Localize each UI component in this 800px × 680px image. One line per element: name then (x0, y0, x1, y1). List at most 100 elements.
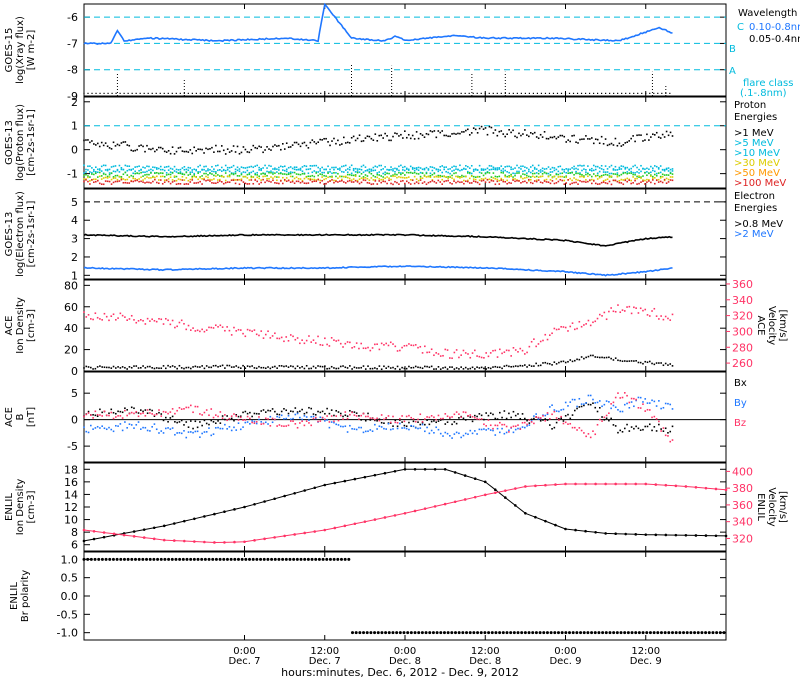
data-point (659, 177, 662, 179)
data-point (539, 133, 542, 136)
data-point (124, 366, 126, 369)
data-point (549, 363, 551, 365)
data-point (415, 178, 418, 180)
data-point (164, 411, 167, 413)
data-point (488, 169, 491, 171)
data-point (428, 631, 432, 635)
data-point (594, 182, 597, 185)
data-point (554, 523, 557, 527)
data-point (137, 415, 140, 418)
data-point (623, 310, 626, 312)
data-point (132, 535, 136, 538)
data-point (483, 480, 487, 484)
data-point (531, 164, 534, 167)
data-point (421, 134, 424, 137)
data-point (528, 424, 531, 426)
data-point (427, 168, 430, 170)
data-point (413, 182, 416, 185)
data-point (651, 310, 653, 312)
data-point (577, 168, 579, 171)
data-point (230, 415, 233, 417)
data-point (305, 420, 308, 423)
data-point (404, 182, 406, 185)
legend-entry: >50 MeV (734, 168, 780, 179)
data-point (467, 353, 469, 355)
data-point (535, 362, 537, 365)
data-point (108, 426, 110, 429)
data-point (348, 173, 351, 176)
data-point (594, 138, 597, 141)
data-point (348, 179, 351, 182)
data-point (122, 533, 126, 537)
data-point (459, 177, 461, 179)
data-point (555, 410, 558, 412)
data-point (258, 183, 260, 185)
data-point (246, 183, 249, 185)
data-point (312, 415, 315, 418)
data-point (569, 401, 572, 403)
y-tick-label: 80 (64, 279, 78, 292)
data-point (110, 411, 113, 414)
data-point (299, 169, 302, 171)
data-point (337, 339, 340, 342)
data-point (506, 182, 508, 185)
data-point (339, 175, 341, 178)
data-point (210, 434, 213, 437)
y-tick-label: 5 (71, 387, 78, 400)
data-point (159, 146, 162, 149)
data-point (465, 165, 467, 167)
data-point (211, 170, 213, 173)
data-point (242, 166, 245, 169)
data-point (249, 329, 251, 332)
data-point (191, 169, 194, 171)
data-point (392, 168, 394, 170)
data-point (148, 177, 150, 179)
data-point (167, 149, 170, 152)
series--1-mev (83, 125, 674, 155)
data-point (447, 135, 449, 138)
data-point (296, 365, 299, 367)
data-point (469, 416, 472, 418)
data-point (175, 168, 178, 171)
data-point (387, 365, 390, 368)
data-point (664, 362, 667, 365)
data-point (551, 413, 553, 416)
data-point (183, 179, 186, 181)
data-point (467, 414, 469, 417)
data-point (155, 428, 158, 431)
y-axis-label: ACE (4, 407, 15, 427)
data-point (412, 418, 415, 420)
data-point (576, 92, 579, 94)
data-point (376, 172, 379, 174)
legend-entry: >0.8 MeV (734, 219, 783, 230)
data-point (253, 420, 256, 423)
data-point (250, 175, 253, 178)
data-point (142, 528, 146, 531)
data-point (340, 92, 342, 94)
data-point (189, 149, 192, 151)
data-point (110, 166, 113, 168)
data-point (446, 415, 449, 418)
data-point (312, 413, 315, 415)
data-point (460, 366, 462, 368)
data-point (669, 403, 672, 406)
data-point (289, 365, 292, 367)
data-point (473, 477, 477, 481)
data-point (130, 314, 133, 317)
data-point (506, 179, 508, 182)
data-point (164, 367, 167, 370)
data-point (251, 330, 253, 333)
data-point (348, 168, 351, 171)
data-point (581, 165, 583, 167)
data-point (138, 172, 140, 175)
data-point (655, 172, 658, 175)
data-point (102, 164, 105, 167)
data-point (635, 307, 637, 309)
data-point (453, 172, 455, 175)
data-point (283, 169, 286, 172)
data-point (467, 170, 469, 173)
data-point (414, 365, 417, 368)
data-point (87, 412, 90, 414)
data-point (469, 429, 472, 432)
data-point (433, 416, 435, 419)
